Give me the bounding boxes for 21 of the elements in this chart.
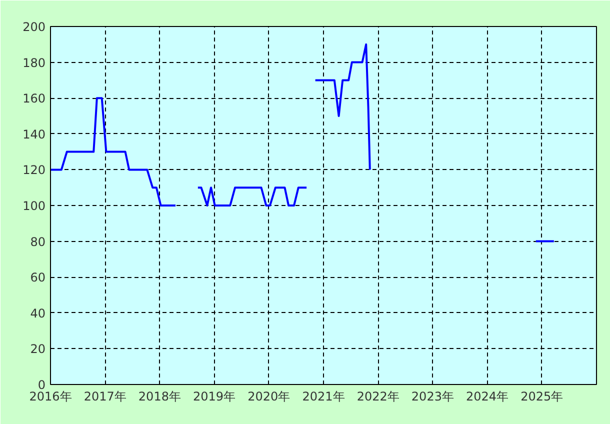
x-tick-label: 2018年 xyxy=(138,390,181,404)
x-tick-label: 2023年 xyxy=(411,390,454,404)
x-tick-label: 2025年 xyxy=(520,390,564,404)
y-tick-label: 0 xyxy=(38,378,46,392)
y-tick-label: 120 xyxy=(22,163,46,178)
y-tick-label: 80 xyxy=(30,234,46,249)
x-tick-label: 2017年 xyxy=(84,390,126,404)
y-tick-label: 40 xyxy=(30,306,46,320)
x-tick-label: 2022年 xyxy=(356,390,400,404)
y-tick-label: 180 xyxy=(22,56,46,70)
x-tick-label: 2024年 xyxy=(466,390,509,404)
x-tick-label: 2020年 xyxy=(248,390,290,404)
y-tick-label: 100 xyxy=(22,199,46,213)
y-tick-label: 140 xyxy=(22,127,46,142)
y-tick-label: 60 xyxy=(30,270,46,285)
x-tick-label: 2016年 xyxy=(29,390,72,404)
y-tick-label: 160 xyxy=(22,92,46,106)
x-tick-label: 2021年 xyxy=(302,390,345,404)
x-tick-label: 2019年 xyxy=(193,390,236,404)
y-tick-label: 20 xyxy=(30,342,46,356)
y-tick-label: 200 xyxy=(22,20,46,34)
